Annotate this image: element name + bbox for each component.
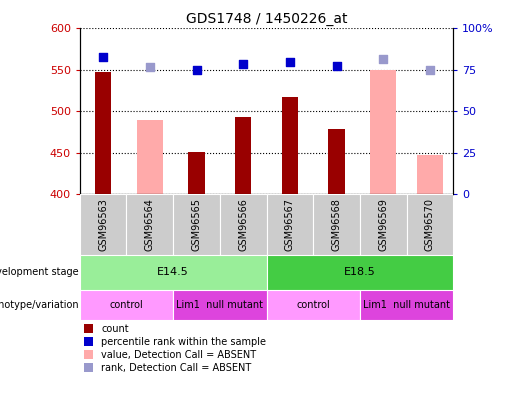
Text: control: control <box>296 300 330 310</box>
Bar <box>80 290 173 320</box>
Text: control: control <box>110 300 143 310</box>
Text: GSM96566: GSM96566 <box>238 198 248 251</box>
Bar <box>235 117 251 194</box>
Text: GSM96565: GSM96565 <box>192 198 201 251</box>
Bar <box>267 290 360 320</box>
Bar <box>360 290 453 320</box>
Bar <box>313 194 360 255</box>
Bar <box>137 119 163 194</box>
Point <box>426 66 434 73</box>
Text: GSM96563: GSM96563 <box>98 198 108 251</box>
Text: GSM96570: GSM96570 <box>425 198 435 251</box>
Text: genotype/variation: genotype/variation <box>0 300 79 310</box>
Point <box>239 61 247 67</box>
Bar <box>417 156 443 194</box>
Bar <box>267 194 313 255</box>
Bar <box>80 194 127 255</box>
Bar <box>173 194 220 255</box>
Point <box>286 58 294 65</box>
Bar <box>95 72 111 194</box>
Bar <box>188 152 204 194</box>
Bar <box>406 194 453 255</box>
Bar <box>282 97 298 194</box>
Text: development stage: development stage <box>0 267 79 277</box>
Title: GDS1748 / 1450226_at: GDS1748 / 1450226_at <box>186 12 347 26</box>
Bar <box>80 255 267 290</box>
Bar <box>220 194 267 255</box>
Point <box>332 62 340 69</box>
Bar <box>173 290 267 320</box>
Text: GSM96569: GSM96569 <box>378 198 388 251</box>
Point <box>379 56 387 62</box>
Bar <box>370 70 396 194</box>
Point <box>99 54 107 61</box>
Text: E18.5: E18.5 <box>344 267 376 277</box>
Point <box>146 64 154 70</box>
Bar <box>127 194 173 255</box>
Text: Lim1  null mutant: Lim1 null mutant <box>363 300 450 310</box>
Bar <box>360 194 406 255</box>
Text: Lim1  null mutant: Lim1 null mutant <box>176 300 263 310</box>
Text: GSM96567: GSM96567 <box>285 198 295 251</box>
Bar <box>329 129 345 194</box>
Bar <box>267 255 453 290</box>
Legend: count, percentile rank within the sample, value, Detection Call = ABSENT, rank, : count, percentile rank within the sample… <box>80 320 270 377</box>
Point <box>193 66 201 73</box>
Text: GSM96564: GSM96564 <box>145 198 155 251</box>
Text: GSM96568: GSM96568 <box>332 198 341 251</box>
Text: E14.5: E14.5 <box>157 267 189 277</box>
